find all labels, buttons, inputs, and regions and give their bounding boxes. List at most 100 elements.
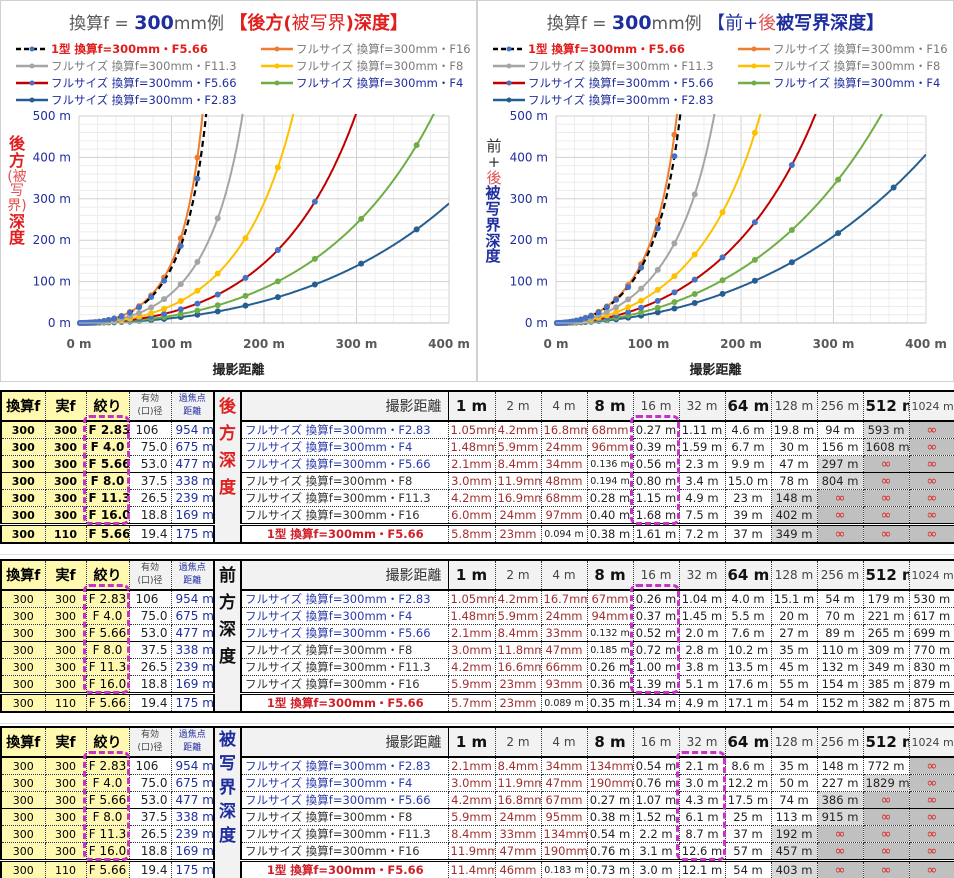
cell-dof-value: ∞ [817, 860, 864, 878]
cell-series-name: フルサイズ 換算f=300mm・F16 [241, 506, 449, 526]
header-distance: 1024 m [909, 560, 954, 591]
cell-dof-value: 24mm [541, 607, 588, 625]
header-line: 距離 [183, 743, 202, 753]
cell-aperture: F 5.66 [86, 624, 130, 642]
cell-effective-diameter: 26.5 [129, 489, 172, 507]
cell-dof-value: 3.0 m [633, 860, 680, 878]
data-point [654, 225, 661, 232]
cell-dof-value: 78 m [771, 472, 818, 490]
cell-hyperfocal: 239 m [171, 825, 215, 843]
cell-dof-value: 7.2 m [679, 524, 726, 544]
legend-item: フルサイズ 換算f=300mm・F8 [260, 57, 463, 73]
header-effective-diameter: 有効 (口)径 [129, 560, 172, 591]
cell-dof-value: 227 m [817, 774, 864, 792]
plot-area: 0 m 100 m 200 m 300 m 400 m 500 m 0 m 100 m 200 … [510, 109, 947, 351]
data-point [719, 209, 726, 216]
cell-dof-value: 148 m [817, 757, 864, 775]
y-title-part: + [487, 152, 501, 171]
header-distance: 256 m [817, 391, 864, 422]
cell-effective-diameter: 19.4 [129, 693, 172, 713]
table-row: 300 300 F 16.0 18.8 169 m フルサイズ 換算f=300mm・F16… [0, 842, 954, 862]
header-distance: 128 m [771, 560, 818, 591]
cell-hyperfocal: 175 m [171, 524, 215, 544]
cell-dof-value: 804 m [817, 472, 864, 490]
legend-swatch [16, 97, 48, 102]
cell-real-f: 110 [45, 693, 87, 713]
cell-dof-value: 55 m [771, 675, 818, 695]
header-line: (口)径 [137, 576, 163, 586]
data-point [691, 299, 698, 306]
cell-dof-value: 0.27 m [633, 421, 680, 439]
rear-dof-chart: 換算f = 300mm例 【後方(被写界)深度】 1型 換算f=300mm・F5… [0, 0, 477, 382]
header-distance: 32 m [679, 727, 726, 758]
legend-swatch [261, 46, 293, 51]
table-row: 300 300 F 2.83 106 954 m フルサイズ 換算f=300mm・F2.8… [0, 421, 954, 439]
cell-aperture: F 5.66 [86, 860, 130, 878]
x-tick-label: 400 m [905, 337, 947, 351]
cell-dof-value: 403 m [771, 860, 818, 878]
cell-dof-value: 385 m [863, 675, 910, 695]
header-line: 距離 [183, 576, 202, 586]
cell-dof-value: 134mm [541, 825, 588, 843]
cell-dof-value: 23mm [495, 693, 542, 713]
header-distance: 4 m [541, 727, 588, 758]
cell-series-name: フルサイズ 換算f=300mm・F4 [241, 438, 449, 456]
chart-title: 換算f = 300mm例 【前+後被写界深度】 [546, 12, 885, 34]
cell-dof-value: 5.1 m [679, 675, 726, 695]
cell-dof-value: 39 m [725, 506, 772, 526]
cell-dof-value: 8.4mm [495, 455, 542, 473]
cell-series-name: フルサイズ 換算f=300mm・F4 [241, 607, 449, 625]
cell-dof-value: 2.1mm [448, 624, 496, 642]
header-hyperfocal: 過焦点 距離 [171, 727, 215, 758]
table-row: 300 300 F 11.3 26.5 239 m フルサイズ 換算f=300mm・F11… [0, 658, 954, 676]
y-tick-label: 500 m [33, 109, 71, 123]
cell-series-name: フルサイズ 換算f=300mm・F2.83 [241, 757, 449, 775]
cell-dof-value: 0.26 m [587, 658, 634, 676]
cell-hyperfocal: 675 m [171, 438, 215, 456]
data-point [194, 307, 201, 314]
cell-dof-value: 770 m [909, 641, 954, 659]
cell-equiv-f: 300 [0, 489, 46, 507]
cell-dof-value: 5.9mm [495, 607, 542, 625]
cell-dof-value: 3.8 m [679, 658, 726, 676]
side-label-char: 深 [219, 802, 236, 822]
data-point [588, 312, 595, 319]
header-distance: 256 m [817, 727, 864, 758]
data-point [719, 254, 726, 261]
header-equiv-f: 換算f [0, 560, 46, 591]
header-equiv-f: 換算f [0, 727, 46, 758]
cell-hyperfocal: 338 m [171, 472, 215, 490]
cell-dof-value: 16.9mm [495, 489, 542, 507]
cell-dof-value: ∞ [909, 524, 954, 544]
header-distance: 1024 m [909, 727, 954, 758]
cell-dof-value: 4.9 m [679, 489, 726, 507]
legend-label: フルサイズ 換算f=300mm・F11.3 [528, 58, 714, 73]
cell-dof-value: 35 m [771, 757, 818, 775]
cell-dof-value: 0.56 m [633, 455, 680, 473]
cell-dof-value: 1.05mm [448, 590, 496, 608]
spreadsheet-gridline [0, 712, 954, 724]
cell-dof-value: ∞ [909, 489, 954, 507]
cell-equiv-f: 300 [0, 438, 46, 456]
y-tick-label: 100 m [510, 275, 548, 289]
table-side-label: 後方深度 [213, 391, 242, 544]
side-label-char: 前 [219, 566, 236, 586]
cell-aperture: F 4.0 [86, 607, 130, 625]
data-point [638, 285, 645, 292]
cell-series-name: フルサイズ 換算f=300mm・F5.66 [241, 791, 449, 809]
cell-dof-value: 772 m [863, 757, 910, 775]
cell-dof-value: ∞ [909, 506, 954, 526]
cell-real-f: 300 [45, 607, 87, 625]
cell-dof-value: 23mm [495, 524, 542, 544]
data-point [105, 317, 112, 324]
cell-dof-value: 6.0mm [448, 506, 496, 526]
table-row: 300 300 F 4.0 75.0 675 m フルサイズ 換算f=300mm・F4 3.… [0, 774, 954, 792]
cell-dof-value: 2.8 m [679, 641, 726, 659]
cell-dof-value: 74 m [771, 791, 818, 809]
legend-label: フルサイズ 換算f=300mm・F2.83 [528, 92, 714, 107]
cell-hyperfocal: 675 m [171, 774, 215, 792]
cell-dof-value: 875 m [909, 693, 954, 713]
y-tick-label: 500 m [510, 109, 548, 123]
